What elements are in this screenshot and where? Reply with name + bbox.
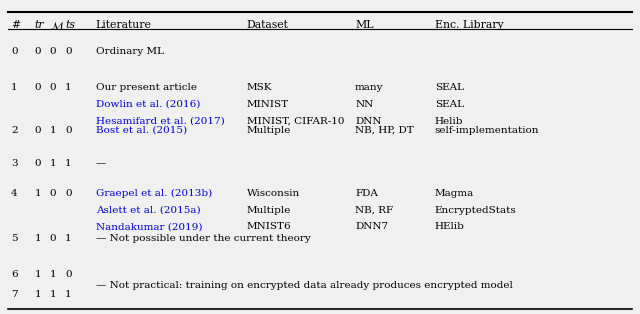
Text: — Not possible under the current theory: — Not possible under the current theory (96, 234, 310, 243)
Text: MNIST6: MNIST6 (246, 222, 291, 231)
Text: 0: 0 (35, 83, 41, 92)
Text: Nandakumar (2019): Nandakumar (2019) (96, 222, 202, 231)
Text: 1: 1 (35, 189, 41, 198)
Text: HElib: HElib (435, 222, 465, 231)
Text: Enc. Library: Enc. Library (435, 20, 503, 30)
Text: Graepel et al. (2013b): Graepel et al. (2013b) (96, 189, 212, 198)
Text: Aslett et al. (2015a): Aslett et al. (2015a) (96, 206, 200, 214)
Text: 0: 0 (65, 126, 72, 135)
Text: 0: 0 (50, 234, 56, 243)
Text: — Not practical: training on encrypted data already produces encrypted model: — Not practical: training on encrypted d… (96, 281, 513, 290)
Text: ML: ML (355, 20, 374, 30)
Text: 0: 0 (50, 83, 56, 92)
Text: SEAL: SEAL (435, 83, 464, 92)
Text: 0: 0 (35, 126, 41, 135)
Text: $\mathcal{M}$: $\mathcal{M}$ (50, 20, 64, 32)
Text: SEAL: SEAL (435, 100, 464, 109)
Text: MINIST, CIFAR-10: MINIST, CIFAR-10 (246, 116, 344, 126)
Text: #: # (11, 20, 20, 30)
Text: 1: 1 (35, 290, 41, 299)
Text: MINIST: MINIST (246, 100, 289, 109)
Text: 7: 7 (11, 290, 17, 299)
Text: DNN: DNN (355, 116, 381, 126)
Text: Magma: Magma (435, 189, 474, 198)
Text: 1: 1 (50, 290, 56, 299)
Text: —: — (96, 160, 106, 169)
Text: 1: 1 (35, 270, 41, 279)
Text: self-implementation: self-implementation (435, 126, 540, 135)
Text: Hesamifard et al. (2017): Hesamifard et al. (2017) (96, 116, 225, 126)
Text: 0: 0 (35, 46, 41, 56)
Text: Multiple: Multiple (246, 126, 291, 135)
Text: Dowlin et al. (2016): Dowlin et al. (2016) (96, 100, 200, 109)
Text: Ordinary ML: Ordinary ML (96, 46, 164, 56)
Text: MSK: MSK (246, 83, 272, 92)
Text: 1: 1 (11, 83, 17, 92)
Text: Our present article: Our present article (96, 83, 196, 92)
Text: 1: 1 (65, 160, 72, 169)
Text: DNN7: DNN7 (355, 222, 388, 231)
Text: 1: 1 (65, 234, 72, 243)
Text: 0: 0 (65, 46, 72, 56)
Text: 1: 1 (50, 160, 56, 169)
Text: 0: 0 (35, 160, 41, 169)
Text: 0: 0 (65, 270, 72, 279)
Text: FDA: FDA (355, 189, 378, 198)
Text: Bost et al. (2015): Bost et al. (2015) (96, 126, 187, 135)
Text: Multiple: Multiple (246, 206, 291, 214)
Text: 0: 0 (50, 189, 56, 198)
Text: NB, RF: NB, RF (355, 206, 393, 214)
Text: EncryptedStats: EncryptedStats (435, 206, 516, 214)
Text: 1: 1 (65, 290, 72, 299)
Text: Wisconsin: Wisconsin (246, 189, 300, 198)
Text: 0: 0 (50, 46, 56, 56)
Text: ts: ts (65, 20, 75, 30)
Text: tr: tr (35, 20, 44, 30)
Text: 5: 5 (11, 234, 17, 243)
Text: many: many (355, 83, 383, 92)
Text: Dataset: Dataset (246, 20, 289, 30)
Text: Helib: Helib (435, 116, 463, 126)
Text: 1: 1 (50, 126, 56, 135)
Text: 6: 6 (11, 270, 17, 279)
Text: 0: 0 (65, 189, 72, 198)
Text: 2: 2 (11, 126, 17, 135)
Text: NN: NN (355, 100, 373, 109)
Text: 1: 1 (65, 83, 72, 92)
Text: 3: 3 (11, 160, 17, 169)
Text: 4: 4 (11, 189, 17, 198)
Text: 1: 1 (50, 270, 56, 279)
Text: 0: 0 (11, 46, 17, 56)
Text: NB, HP, DT: NB, HP, DT (355, 126, 414, 135)
Text: Literature: Literature (96, 20, 152, 30)
Text: 1: 1 (35, 234, 41, 243)
